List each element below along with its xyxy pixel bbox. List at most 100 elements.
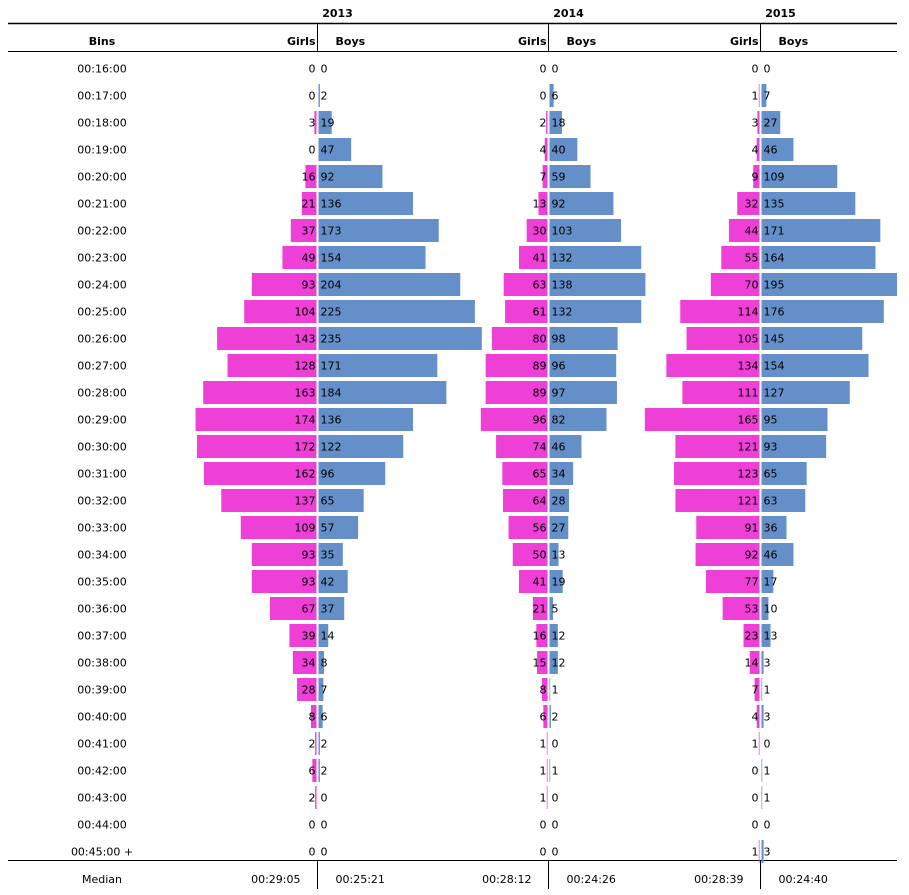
boys-value: 28 [552, 495, 566, 508]
boys-value: 37 [321, 603, 335, 616]
girls-bar [743, 624, 760, 647]
boys-bar [318, 462, 386, 485]
boys-value: 0 [552, 63, 559, 76]
bin-label: 00:37:00 [77, 630, 126, 643]
bin-label: 00:30:00 [77, 441, 126, 454]
boys-value: 8 [321, 657, 328, 670]
boys-value: 204 [321, 279, 342, 292]
girls-value: 6 [309, 765, 316, 778]
girls-bar [695, 543, 760, 566]
girls-bar [674, 462, 760, 485]
boys-bar [761, 273, 898, 296]
boys-bar [549, 543, 559, 566]
boys-bar [318, 354, 438, 377]
boys-value: 0 [764, 819, 771, 832]
bin-label: 00:24:00 [77, 279, 126, 292]
girls-value: 21 [302, 198, 316, 211]
girls-value: 77 [745, 576, 759, 589]
girls-bar [675, 435, 760, 458]
boys-value: 40 [552, 144, 566, 157]
boys-value: 12 [552, 657, 566, 670]
bin-label: 00:44:00 [77, 819, 126, 832]
girls-value: 93 [302, 549, 316, 562]
girls-value: 96 [533, 414, 547, 427]
boys-value: 0 [552, 792, 559, 805]
boys-header: Boys [336, 35, 366, 48]
bin-label: 00:17:00 [77, 90, 126, 103]
boys-value: 95 [764, 414, 778, 427]
boys-value: 154 [321, 252, 342, 265]
boys-bar [549, 408, 607, 431]
boys-bar [761, 84, 767, 107]
girls-bar [305, 165, 317, 188]
girls-value: 3 [752, 117, 759, 130]
boys-value: 103 [552, 225, 573, 238]
boys-value: 132 [552, 306, 573, 319]
boys-value: 59 [552, 171, 566, 184]
girls-value: 93 [302, 279, 316, 292]
girls-value: 1 [540, 738, 547, 751]
girls-bar [314, 111, 317, 134]
girls-bar [537, 651, 548, 674]
girls-value: 137 [295, 495, 316, 508]
girls-value: 74 [533, 441, 547, 454]
girls-bar [737, 192, 760, 215]
girls-value: 174 [295, 414, 316, 427]
girls-bar [310, 705, 317, 728]
girls-bar [315, 732, 317, 755]
girls-value: 37 [302, 225, 316, 238]
boys-value: 225 [321, 306, 342, 319]
girls-value: 128 [295, 360, 316, 373]
girls-value: 49 [302, 252, 316, 265]
girls-value: 0 [752, 819, 759, 832]
girls-bar [290, 219, 317, 242]
girls-bar [696, 516, 760, 539]
boys-value: 27 [764, 117, 778, 130]
girls-bar [749, 651, 760, 674]
girls-value: 28 [302, 684, 316, 697]
boys-value: 97 [552, 387, 566, 400]
boys-bar [761, 759, 763, 782]
girls-value: 4 [752, 144, 759, 157]
girls-value: 121 [738, 441, 759, 454]
boys-bar [549, 273, 646, 296]
bin-label: 00:25:00 [77, 306, 126, 319]
girls-bar [503, 273, 548, 296]
girls-value: 163 [295, 387, 316, 400]
girls-bar [269, 597, 317, 620]
boys-value: 92 [321, 171, 335, 184]
girls-bar [756, 705, 760, 728]
boys-value: 184 [321, 387, 342, 400]
bin-label: 00:35:00 [77, 576, 126, 589]
bin-label: 00:43:00 [77, 792, 126, 805]
girls-value: 64 [533, 495, 547, 508]
boys-bar [318, 381, 447, 404]
girls-value: 172 [295, 441, 316, 454]
year-header-2015: 2015 [765, 7, 796, 20]
girls-bar [301, 192, 317, 215]
boys-value: 1 [552, 765, 559, 778]
boys-bar [318, 111, 332, 134]
girls-bar [217, 327, 317, 350]
median-girls: 00:28:39 [694, 873, 743, 886]
girls-bar [519, 246, 548, 269]
girls-value: 80 [533, 333, 547, 346]
boys-value: 93 [764, 441, 778, 454]
boys-bar [318, 516, 359, 539]
girls-bar [195, 408, 317, 431]
bin-label: 00:27:00 [77, 360, 126, 373]
boys-bar [549, 678, 551, 701]
median-boys: 00:25:21 [336, 873, 385, 886]
boys-bar [761, 516, 787, 539]
girls-bar [753, 165, 760, 188]
girls-bar [686, 327, 760, 350]
boys-bar [761, 381, 850, 404]
median-label: Median [82, 873, 122, 886]
bin-label: 00:16:00 [77, 63, 126, 76]
median-boys: 00:24:26 [567, 873, 616, 886]
boys-value: 122 [321, 441, 342, 454]
girls-value: 2 [309, 738, 316, 751]
girls-bar [244, 300, 317, 323]
boys-header: Boys [567, 35, 597, 48]
girls-bar [705, 570, 760, 593]
